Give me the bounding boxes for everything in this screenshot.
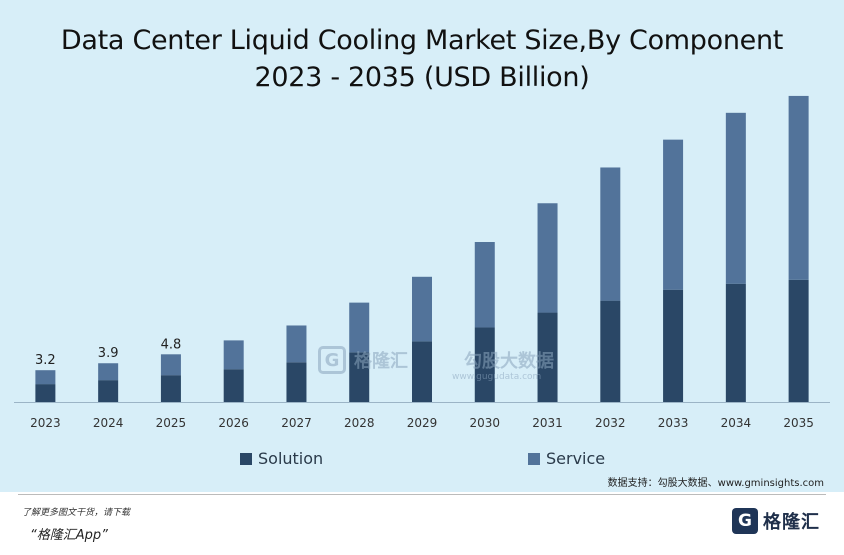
data-label-2025: 4.8 (161, 337, 182, 352)
footer-divider (18, 494, 826, 495)
bar-solution-2028 (349, 352, 370, 402)
x-tick-label-2030: 2030 (469, 416, 500, 430)
bar-solution-2035 (788, 279, 809, 402)
bar-solution-2026 (223, 369, 244, 402)
bar-service-2026 (223, 340, 244, 370)
chart-panel (0, 0, 844, 492)
brand-logo-text: 格隆汇 (763, 512, 820, 533)
bar-solution-2033 (663, 289, 684, 402)
bar-solution-2032 (600, 300, 621, 402)
bar-service-2031 (537, 203, 558, 313)
x-tick-label-2026: 2026 (218, 416, 249, 430)
x-tick-label-2033: 2033 (658, 416, 689, 430)
x-tick-label-2032: 2032 (595, 416, 626, 430)
data-label-2023: 3.2 (35, 353, 56, 368)
footer-app-name: “格隆汇App” (30, 528, 108, 543)
x-tick-label-2027: 2027 (281, 416, 312, 430)
bar-service-2024 (98, 363, 119, 381)
bar-solution-2029 (412, 341, 432, 402)
x-tick-label-2025: 2025 (156, 416, 187, 430)
bar-solution-2030 (474, 327, 495, 402)
x-tick-label-2031: 2031 (532, 416, 563, 430)
bar-solution-2023 (35, 384, 56, 402)
bar-service-2032 (600, 167, 621, 301)
bar-solution-2034 (725, 283, 746, 402)
x-tick-label-2029: 2029 (407, 416, 438, 430)
legend-label-solution: Solution (258, 449, 323, 468)
bar-solution-2024 (98, 380, 119, 402)
x-tick-label-2035: 2035 (783, 416, 814, 430)
bar-service-2025 (160, 354, 181, 376)
legend-swatch-service (528, 453, 540, 465)
bar-service-2023 (35, 370, 56, 385)
bar-service-2033 (663, 139, 684, 290)
legend-label-service: Service (546, 449, 605, 468)
data-label-2024: 3.9 (98, 346, 119, 361)
bar-service-2034 (725, 112, 746, 284)
source-text: 数据支持：勾股大数据、www.gminsights.com (607, 478, 824, 489)
footer-logo[interactable]: G 格隆汇 (732, 508, 820, 534)
x-tick-label-2024: 2024 (93, 416, 124, 430)
bar-solution-2027 (286, 362, 307, 402)
bar-solution-2025 (160, 375, 181, 402)
legend-swatch-solution (240, 453, 252, 465)
x-tick-label-2028: 2028 (344, 416, 375, 430)
x-tick-label-2023: 2023 (30, 416, 61, 430)
chart-title-line-1: Data Center Liquid Cooling Market Size,B… (60, 25, 784, 56)
bar-service-2030 (474, 242, 495, 328)
footer-note: 了解更多图文干货，请下载 (22, 508, 131, 518)
bar-solution-2031 (537, 312, 558, 402)
chart-title: Data Center Liquid Cooling Market Size,B… (0, 22, 844, 96)
brand-logo-icon: G (732, 508, 758, 534)
stacked-bar-chart: 2023 3.2 2024 3.9 2025 4.8 2026 2027 2028 2029 203… (14, 95, 830, 468)
bar-service-2035 (788, 95, 809, 280)
bar-service-2027 (286, 325, 307, 363)
bar-service-2028 (349, 302, 370, 353)
bar-service-2029 (412, 276, 432, 342)
x-tick-label-2034: 2034 (721, 416, 752, 430)
chart-title-line-2: 2023 - 2035 (USD Billion) (254, 62, 590, 93)
